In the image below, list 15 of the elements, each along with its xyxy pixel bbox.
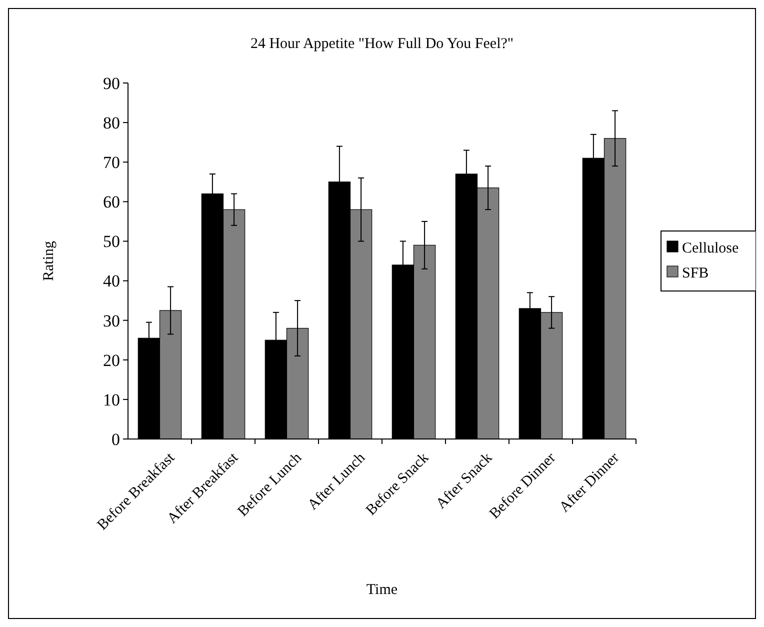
y-tick-label: 90 [103,74,120,93]
y-tick-label: 30 [103,311,120,330]
y-tick-label: 20 [103,350,120,370]
y-tick-label: 50 [103,232,120,252]
chart-title: 24 Hour Appetite "How Full Do You Feel?" [250,36,514,52]
x-axis-title: Time [366,582,398,598]
legend-label: SFB [682,265,709,282]
legend-label: Cellulose [682,240,739,256]
y-tick-label: 0 [112,430,120,449]
y-tick-label: 70 [103,153,120,172]
y-tick-label: 80 [103,114,120,133]
y-axis-title: Rating [41,240,57,281]
y-tick-label: 40 [103,272,120,291]
y-tick-label: 10 [103,390,120,410]
y-tick-label: 60 [103,192,120,212]
